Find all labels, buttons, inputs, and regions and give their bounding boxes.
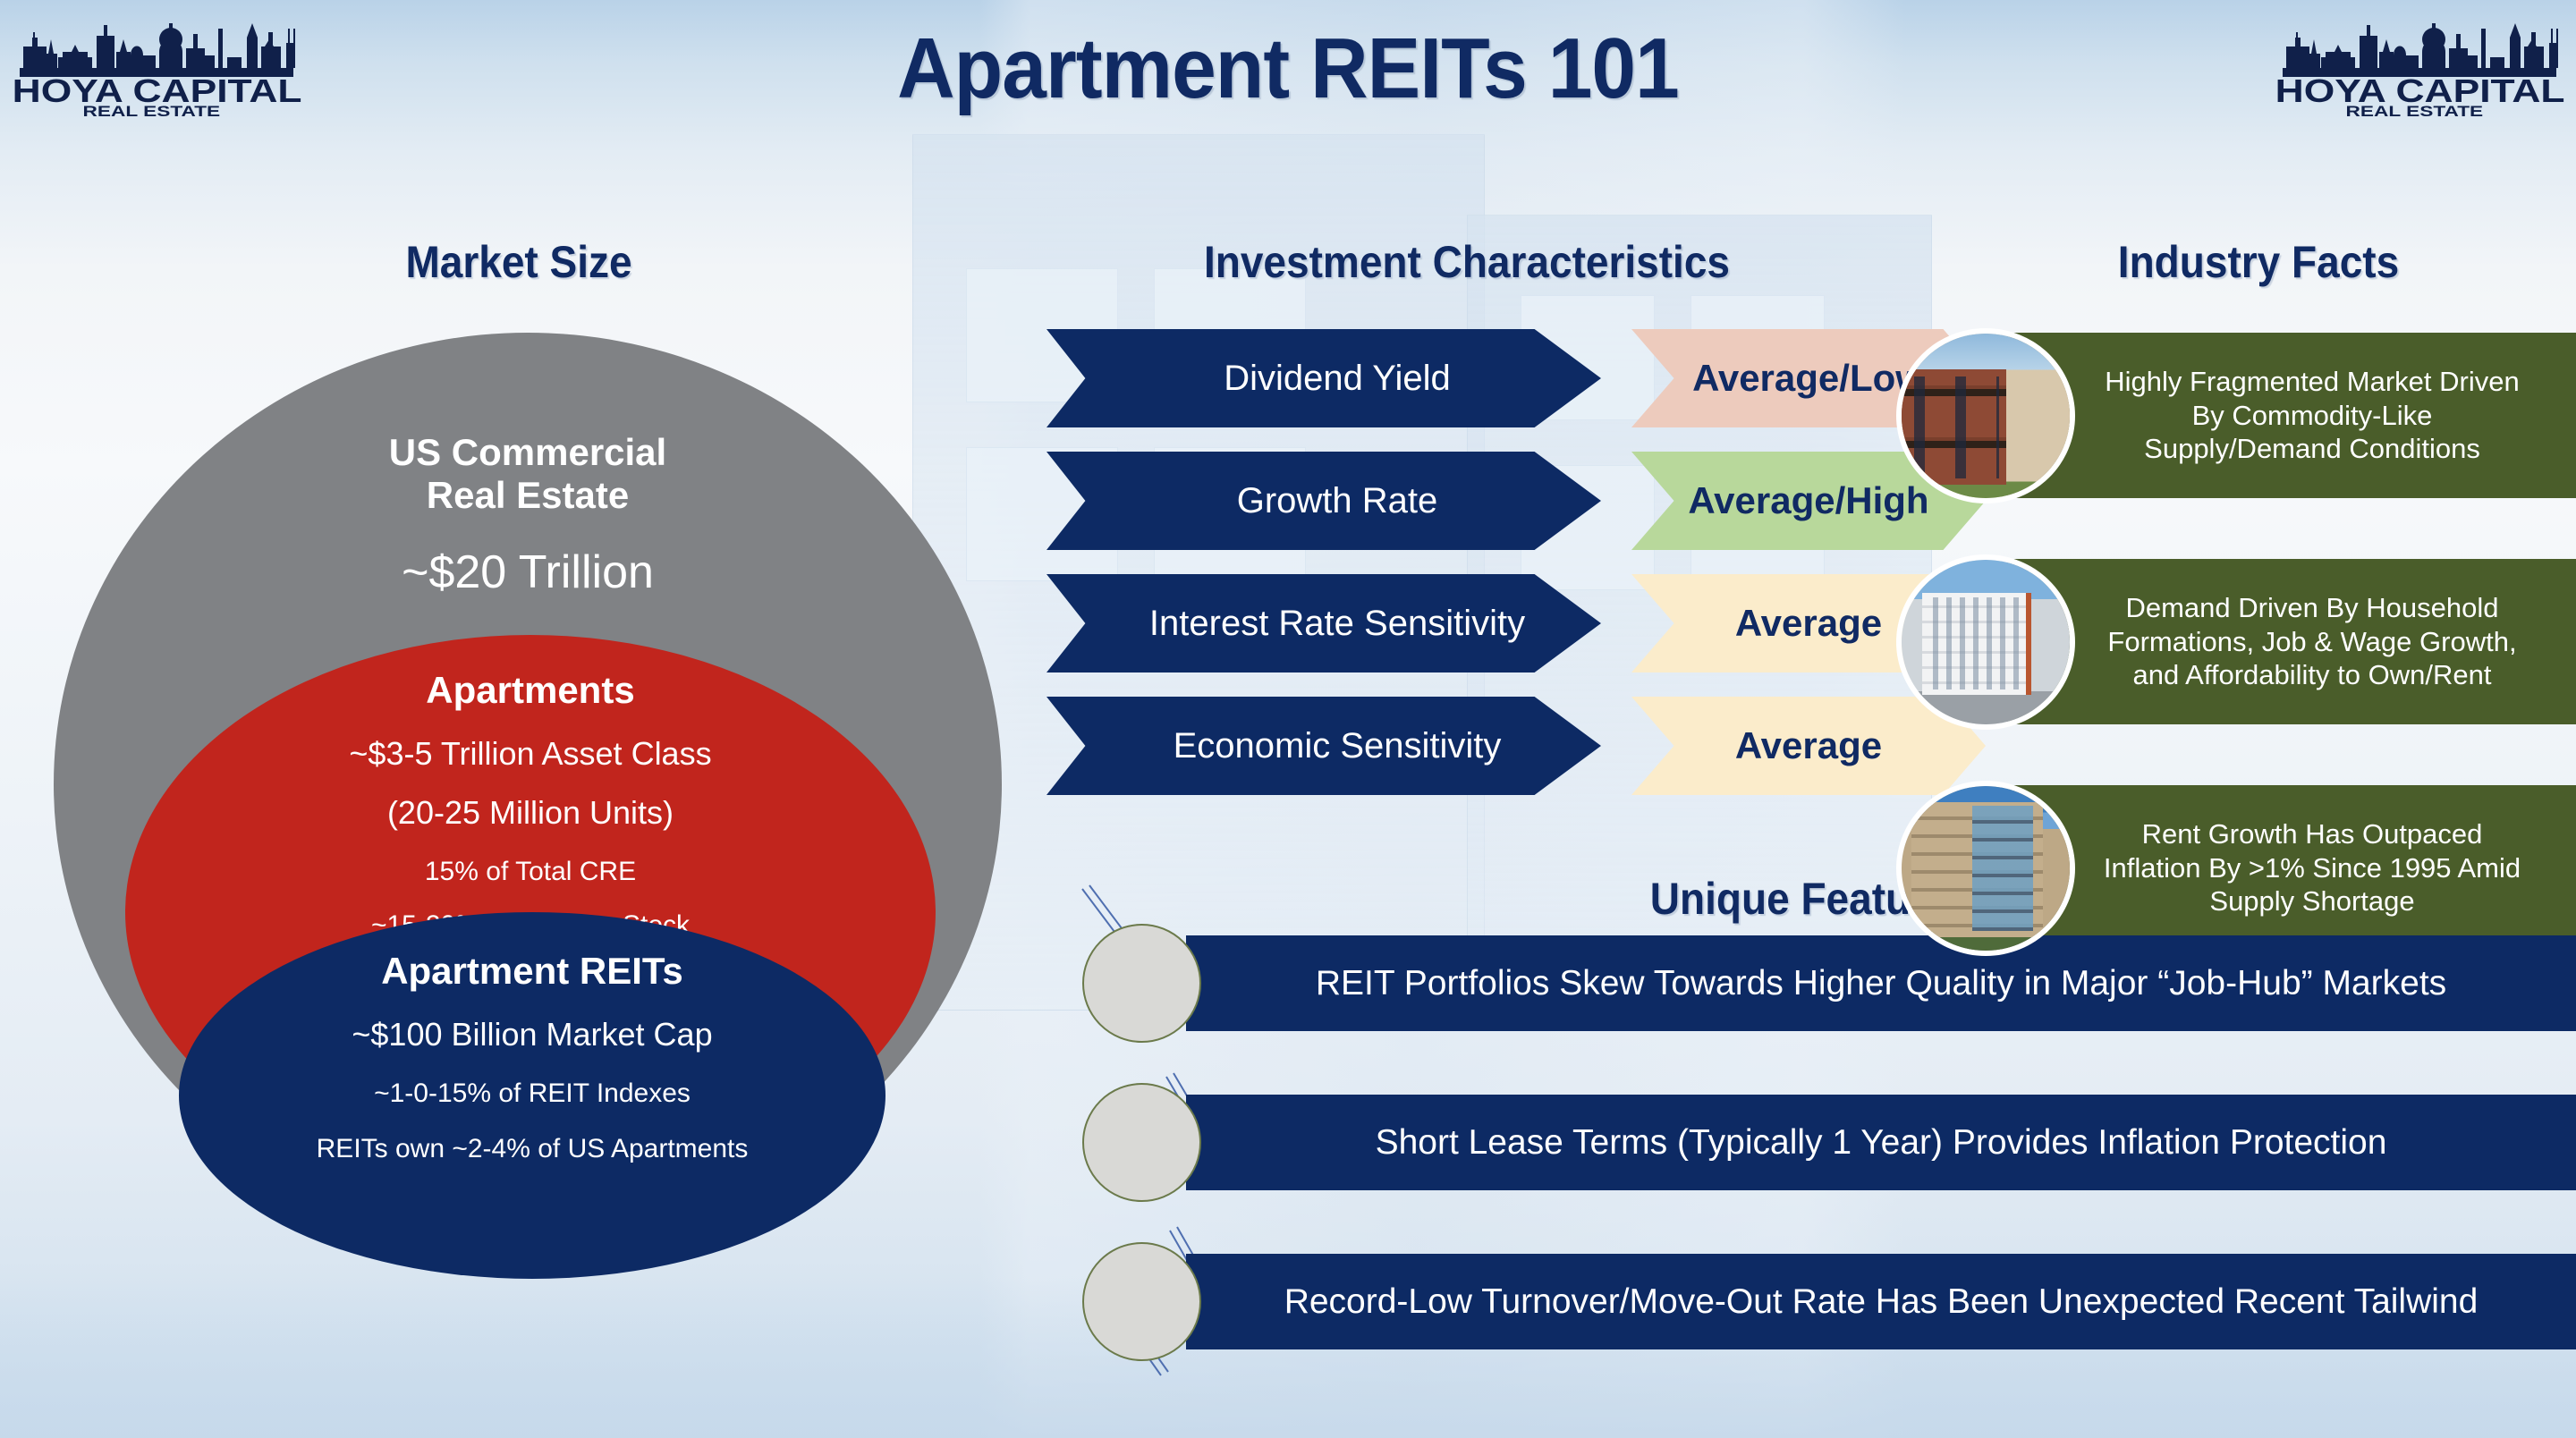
fact-3-line1: Rent Growth Has Outpaced [2141,817,2483,850]
fact-2-line2: Formations, Job & Wage Growth, [2107,625,2517,657]
venn-reits-line3: REITs own ~2-4% of US Apartments [316,1134,749,1163]
logo-tagline-text: REAL ESTATE [2346,103,2484,119]
venn-reits-line1: ~$100 Billion Market Cap [352,1016,713,1053]
unique-features-list: REIT Portfolios Skew Towards Higher Qual… [1081,884,2576,1383]
characteristic-label-interest-rate-sensitivity: Interest Rate Sensitivity [1046,574,1601,672]
apartment-building-photo-icon-2 [1896,554,2075,730]
characteristic-label-economic-sensitivity: Economic Sensitivity [1046,697,1601,795]
fact-1-line1: Highly Fragmented Market Driven [2105,365,2520,397]
industry-fact-text-2: Demand Driven By Household Formations, J… [2007,559,2576,724]
logo-brand-text: HOYA CAPITAL [13,74,302,110]
apartment-photo-2-image [1902,560,2070,724]
venn-cre-title-line1: US Commercial [388,431,667,473]
section-heading-industry-facts: Industry Facts [2117,237,2400,287]
venn-cre-title-line2: Real Estate [426,474,630,516]
industry-fact-text-1: Highly Fragmented Market Driven By Commo… [2007,333,2576,498]
unique-feature-row: REIT Portfolios Skew Towards Higher Qual… [1082,924,2576,1043]
unique-feature-bullet-circle-2 [1082,1083,1201,1202]
fact-3-line3: Supply Shortage [2209,885,2415,918]
page-title: Apartment REITs 101 [897,21,1680,116]
investment-characteristic-row: Dividend Yield Average/Low [1046,329,2004,427]
venn-apartments-line2: (20-25 Million Units) [386,794,674,831]
venn-reits-title: Apartment REITs [381,950,683,992]
investment-characteristic-row: Growth Rate Average/High [1046,452,2004,550]
unique-feature-text-1: REIT Portfolios Skew Towards Higher Qual… [1186,935,2576,1031]
venn-apartments-line1: ~$3-5 Trillion Asset Class [349,735,712,772]
industry-fact-text-3: Rent Growth Has Outpaced Inflation By >1… [2007,785,2576,951]
market-size-venn-diagram: US Commercial Real Estate ~$20 Trillion … [54,333,1002,1279]
logo-hoya-capital-right: HOYA CAPITAL REAL ESTATE [2272,16,2567,119]
fact-2-line3: and Affordability to Own/Rent [2132,659,2492,691]
fact-1-line2: By Commodity-Like [2191,399,2433,431]
fact-2-line1: Demand Driven By Household [2125,591,2499,623]
venn-reits-line2: ~1-0-15% of REIT Indexes [374,1078,691,1108]
apartment-photo-1-image [1902,334,2070,498]
logo-tagline-text: REAL ESTATE [83,103,221,119]
apartment-building-photo-icon-1 [1896,328,2075,503]
fact-1-line3: Supply/Demand Conditions [2144,433,2480,465]
unique-feature-bullet-circle-3 [1082,1242,1201,1361]
unique-feature-row: Short Lease Terms (Typically 1 Year) Pro… [1082,1083,2576,1202]
venn-circle-apartment-reits: Apartment REITs ~$100 Billion Market Cap… [179,912,886,1279]
investment-characteristics-list: Dividend Yield Average/Low Growth Rate A… [1046,329,2004,819]
unique-feature-text-3: Record-Low Turnover/Move-Out Rate Has Be… [1186,1254,2576,1349]
industry-facts-list: Highly Fragmented Market Driven By Commo… [1896,328,2576,1011]
venn-apartments-title: Apartments [426,669,635,711]
section-heading-market-size: Market Size [405,237,632,287]
apartment-building-photo-icon-3 [1896,781,2075,956]
venn-apartments-line3: 15% of Total CRE [424,857,637,886]
unique-feature-bullet-circle-1 [1082,924,1201,1043]
city-skyline-icon: HOYA CAPITAL REAL ESTATE [2275,23,2565,119]
apartment-photo-3-image [1902,786,2070,951]
characteristic-label-dividend-yield: Dividend Yield [1046,329,1601,427]
logo-hoya-capital-left: HOYA CAPITAL REAL ESTATE [9,16,304,119]
section-heading-investment-characteristics: Investment Characteristics [1203,237,1731,287]
industry-fact-row: Highly Fragmented Market Driven By Commo… [1896,328,2576,503]
investment-characteristic-row: Interest Rate Sensitivity Average [1046,574,2004,672]
investment-characteristic-row: Economic Sensitivity Average [1046,697,2004,795]
industry-fact-row: Demand Driven By Household Formations, J… [1896,554,2576,730]
logo-brand-text: HOYA CAPITAL [2275,74,2565,110]
unique-feature-text-2: Short Lease Terms (Typically 1 Year) Pro… [1186,1095,2576,1190]
city-skyline-icon: HOYA CAPITAL REAL ESTATE [13,23,302,119]
unique-feature-row: Record-Low Turnover/Move-Out Rate Has Be… [1082,1242,2576,1361]
fact-3-line2: Inflation By >1% Since 1995 Amid [2103,851,2521,884]
characteristic-label-growth-rate: Growth Rate [1046,452,1601,550]
venn-cre-value: ~$20 Trillion [402,546,654,598]
industry-fact-row: Rent Growth Has Outpaced Inflation By >1… [1896,781,2576,956]
